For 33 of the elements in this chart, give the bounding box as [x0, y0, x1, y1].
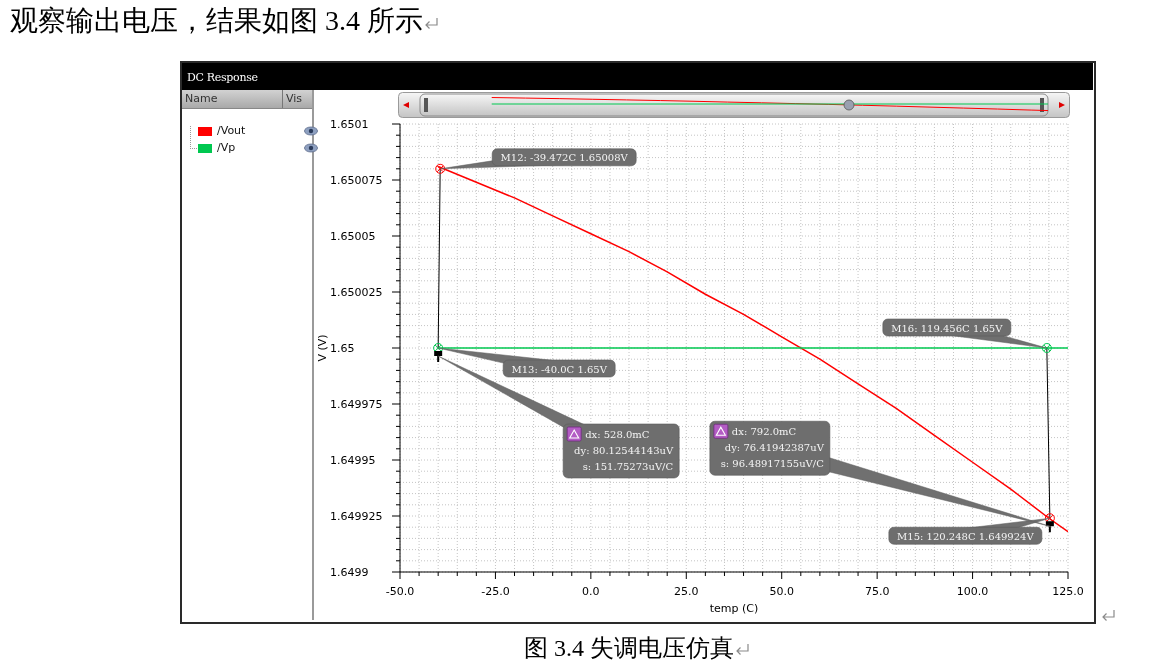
y-tick-label: 1.6501: [330, 118, 369, 131]
y-tick-label: 1.6499: [330, 566, 369, 579]
annotation: M12: -39.472C 1.65008V: [500, 152, 629, 164]
annotation: M15: 120.248C 1.649924V: [897, 530, 1035, 542]
legend-title: Name: [185, 92, 218, 105]
text: 观察输出电压，结果如图 3.4 所示: [10, 5, 423, 36]
text: DC Response: [187, 71, 258, 84]
annotation: M13: -40.0C 1.65V: [511, 363, 608, 375]
legend-label: /Vp: [217, 141, 236, 154]
legend-label: /Vout: [217, 124, 246, 137]
caption: 图 3.4 失调电压仿真: [524, 635, 734, 661]
x-tick-label: -25.0: [481, 585, 510, 598]
x-tick-label: 50.0: [769, 585, 794, 598]
y-tick-label: 1.650025: [330, 286, 383, 299]
y-tick-label: 1.650075: [330, 174, 383, 187]
x-tick-label: 125.0: [1052, 585, 1084, 598]
y-tick-label: 1.649925: [330, 510, 383, 523]
x-tick-label: 25.0: [674, 585, 699, 598]
line-series: [437, 165, 1068, 533]
x-tick-label: -50.0: [385, 585, 415, 598]
x-tick-label: 100.0: [956, 585, 989, 598]
annotation: dx: 792.0mC dy: 76.41942387uV s: 96.48917155uV/C: [720, 426, 825, 470]
y-axis-title: V (V): [315, 334, 329, 362]
text: Vis: [286, 92, 303, 105]
x-axis-title: temp (C): [709, 602, 759, 615]
annotation: dx: 528.0mC dy: 80.12544143uV s: 151.75273uV/C: [574, 429, 674, 472]
annotation: M16: 119.456C 1.65V: [891, 322, 1004, 334]
y-tick-label: 1.65: [330, 342, 355, 355]
y-tick-label: 1.64995: [330, 454, 376, 467]
y-tick-label: 1.649975: [330, 398, 383, 411]
x-tick-label: 75.0: [864, 585, 890, 598]
y-tick-label: 1.65005: [330, 230, 376, 243]
x-tick-label: 0.0: [582, 585, 600, 598]
